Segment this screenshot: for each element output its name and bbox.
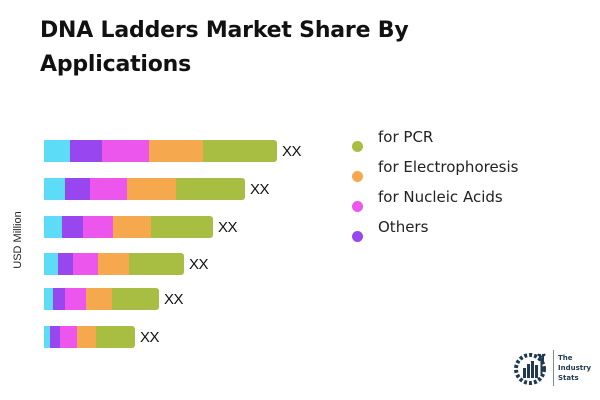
logo-line-2: Industry <box>558 364 592 372</box>
logo-text: The Industry Stats <box>558 353 591 383</box>
bar-segment[interactable] <box>44 140 70 162</box>
logo-line-1: The <box>558 354 573 362</box>
bar-segment[interactable] <box>73 253 98 275</box>
legend-label: Others <box>378 218 429 236</box>
bar-value-label: XX <box>250 180 270 198</box>
y-axis-label: USD Million <box>12 211 24 269</box>
stacked-bar[interactable] <box>44 140 277 162</box>
bar-segment[interactable] <box>83 216 113 238</box>
bar-segment[interactable] <box>90 178 127 200</box>
logo-divider <box>553 350 554 386</box>
bar-row: XX <box>44 288 184 310</box>
bar-segment[interactable] <box>44 216 62 238</box>
bar-segment[interactable] <box>127 178 176 200</box>
bar-segment[interactable] <box>44 178 65 200</box>
bar-value-label: XX <box>218 218 238 236</box>
bar-segment[interactable] <box>44 253 58 275</box>
bar-segment[interactable] <box>65 288 86 310</box>
bar-row: XX <box>44 253 209 275</box>
legend: for PCR for Electrophoresis for Nucleic … <box>352 126 518 246</box>
legend-label: for PCR <box>378 128 434 146</box>
bar-segment[interactable] <box>102 140 149 162</box>
bar-segment[interactable] <box>60 326 77 348</box>
legend-item-nucleic-acids[interactable]: for Nucleic Acids <box>352 186 518 216</box>
bar-segment[interactable] <box>151 216 213 238</box>
bar-value-label: XX <box>164 290 184 308</box>
stacked-bar[interactable] <box>44 288 159 310</box>
bar-segment[interactable] <box>113 216 151 238</box>
bar-value-label: XX <box>189 255 209 273</box>
bar-segment[interactable] <box>176 178 245 200</box>
legend-label: for Nucleic Acids <box>378 188 503 206</box>
legend-item-pcr[interactable]: for PCR <box>352 126 518 156</box>
bar-segment[interactable] <box>58 253 73 275</box>
bar-segment[interactable] <box>98 253 129 275</box>
logo-line-3: Stats <box>558 374 579 382</box>
bar-segment[interactable] <box>44 288 53 310</box>
bar-segment[interactable] <box>149 140 203 162</box>
legend-item-others[interactable]: Others <box>352 216 518 246</box>
bar-segment[interactable] <box>86 288 112 310</box>
bar-segment[interactable] <box>77 326 96 348</box>
bar-segment[interactable] <box>50 326 60 348</box>
bar-segment[interactable] <box>70 140 102 162</box>
bar-row: XX <box>44 178 270 200</box>
bar-segment[interactable] <box>96 326 135 348</box>
legend-dot-icon <box>352 171 363 182</box>
stacked-bar[interactable] <box>44 253 184 275</box>
bar-segment[interactable] <box>65 178 90 200</box>
stacked-bar[interactable] <box>44 216 213 238</box>
stacked-bar[interactable] <box>44 178 245 200</box>
chart-title: DNA Ladders Market Share By Applications <box>40 18 409 77</box>
bar-segment[interactable] <box>112 288 159 310</box>
legend-dot-icon <box>352 201 363 212</box>
legend-dot-icon <box>352 141 363 152</box>
bar-segment[interactable] <box>203 140 277 162</box>
bar-segment[interactable] <box>62 216 83 238</box>
legend-dot-icon <box>352 231 363 242</box>
brand-logo: The Industry Stats <box>513 350 591 386</box>
bar-value-label: XX <box>140 328 160 346</box>
bar-row: XX <box>44 326 160 348</box>
bar-value-label: XX <box>282 142 302 160</box>
bar-row: XX <box>44 140 302 162</box>
bar-segment[interactable] <box>53 288 65 310</box>
stacked-bar[interactable] <box>44 326 135 348</box>
legend-item-electrophoresis[interactable]: for Electrophoresis <box>352 156 518 186</box>
gear-chart-logo-icon <box>514 353 546 385</box>
bar-segment[interactable] <box>129 253 184 275</box>
bar-row: XX <box>44 216 238 238</box>
bar-segment[interactable] <box>44 326 50 348</box>
legend-label: for Electrophoresis <box>378 158 519 176</box>
